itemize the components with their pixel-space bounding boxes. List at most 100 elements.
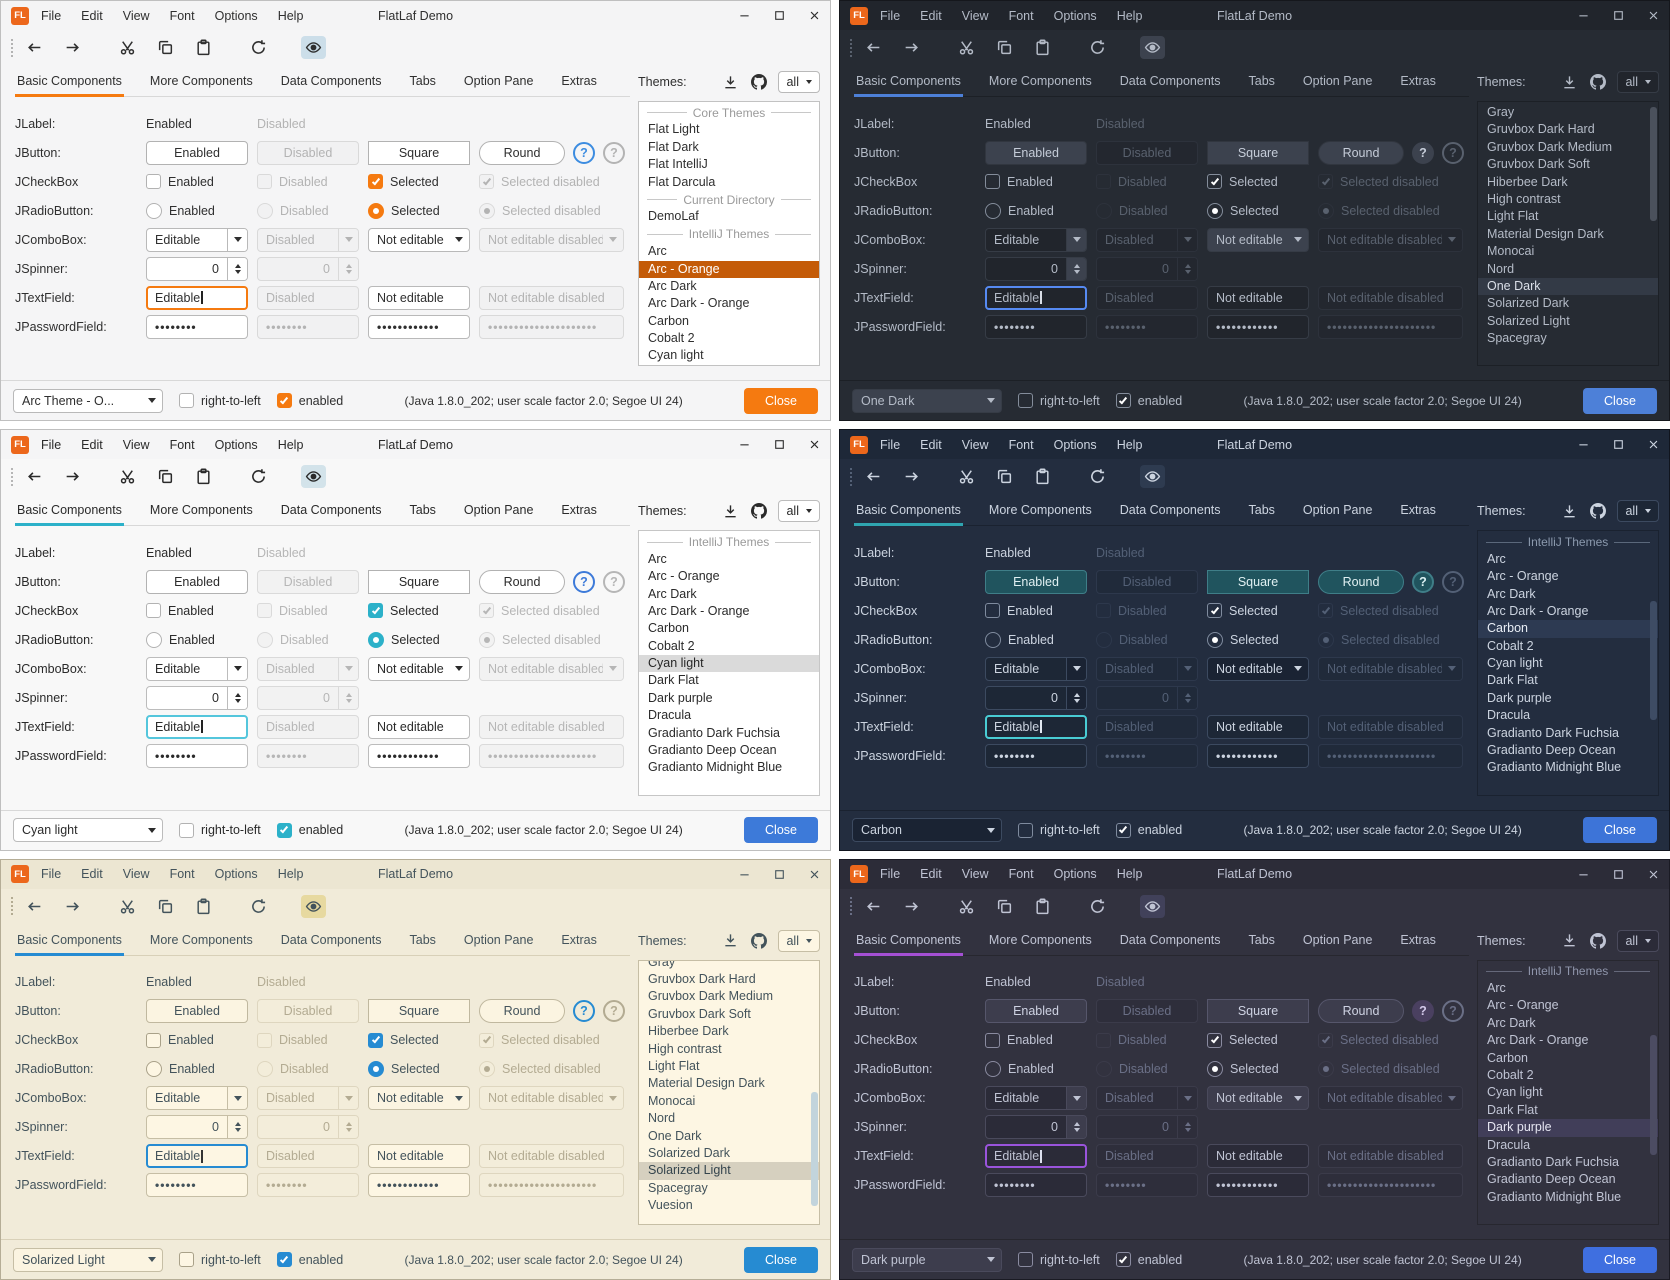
spinner[interactable]: 0 <box>985 685 1087 710</box>
menu-edit[interactable]: Edit <box>81 8 103 23</box>
tab-option-pane[interactable]: Option Pane <box>463 74 534 88</box>
square-button[interactable]: Square <box>368 999 470 1024</box>
enabled-checkbox[interactable]: enabled <box>276 1252 343 1267</box>
close-icon[interactable] <box>809 10 820 21</box>
tab-basic-components[interactable]: Basic Components <box>15 69 124 97</box>
theme-list-item[interactable]: Gradianto Deep Ocean <box>1487 1172 1616 1187</box>
textfield-editable[interactable]: Editable <box>146 1144 248 1169</box>
copy-button[interactable] <box>153 465 178 488</box>
paste-button[interactable] <box>1030 465 1055 488</box>
menu-options[interactable]: Options <box>1053 867 1097 882</box>
theme-list[interactable]: IntelliJ Themes Arc Arc - Orange Arc Dark Ar… <box>1477 530 1659 796</box>
menu-font[interactable]: Font <box>169 867 195 882</box>
theme-list-item[interactable]: Arc <box>648 244 667 259</box>
tab-data-components[interactable]: Data Components <box>1119 503 1221 518</box>
cut-button[interactable] <box>954 895 979 918</box>
theme-filter-select[interactable]: all <box>1617 929 1659 952</box>
theme-list-item[interactable]: Spacegray <box>648 1180 708 1195</box>
theme-list-item[interactable]: Dark purple <box>648 690 713 705</box>
spinner[interactable]: 0 <box>146 1115 248 1140</box>
combobox-not-editable[interactable]: Not editable <box>368 1086 470 1111</box>
theme-list-item[interactable]: Arc - Orange <box>1487 998 1559 1013</box>
enabled-checkbox[interactable]: enabled <box>1115 822 1182 838</box>
radio-enabled[interactable]: Enabled <box>146 1061 215 1078</box>
menu-file[interactable]: File <box>41 867 62 882</box>
cut-button[interactable] <box>115 465 140 488</box>
refresh-button[interactable] <box>1085 465 1110 488</box>
forward-button[interactable] <box>60 465 85 488</box>
close-button[interactable]: Close <box>1583 1246 1657 1273</box>
back-button[interactable] <box>22 36 47 59</box>
download-button[interactable] <box>721 931 740 950</box>
theme-list-item[interactable]: Gray <box>648 959 676 969</box>
enabled-button[interactable]: Enabled <box>985 569 1087 594</box>
square-button[interactable]: Square <box>368 140 470 165</box>
theme-list-item[interactable]: Arc <box>1487 551 1506 566</box>
disabled-button[interactable]: Disabled <box>1096 569 1198 594</box>
menu-edit[interactable]: Edit <box>920 437 942 452</box>
tab-option-pane[interactable]: Option Pane <box>463 503 534 518</box>
minimize-button[interactable] <box>739 10 750 21</box>
checkbox-selected[interactable]: Selected <box>1207 174 1278 189</box>
theme-list-item[interactable]: Arc - Orange <box>648 569 720 584</box>
theme-combobox[interactable]: Carbon <box>852 818 1002 843</box>
theme-list-item[interactable]: Solarized Dark <box>648 1145 730 1160</box>
menu-view[interactable]: View <box>122 437 150 452</box>
close-icon[interactable] <box>809 869 820 880</box>
help-button[interactable]: ? <box>1412 1000 1434 1023</box>
maximize-button[interactable] <box>1613 10 1624 21</box>
theme-list-item[interactable]: Arc - Orange <box>1487 569 1559 584</box>
theme-list-item[interactable]: Arc Dark - Orange <box>648 296 750 311</box>
tab-data-components[interactable]: Data Components <box>280 74 382 88</box>
right-to-left-checkbox[interactable]: right-to-left <box>1018 393 1100 409</box>
disabled-button[interactable]: Disabled <box>257 140 359 165</box>
back-button[interactable] <box>861 465 886 488</box>
password-field[interactable]: •••••••• <box>146 743 248 768</box>
menu-font[interactable]: Font <box>1008 437 1034 452</box>
theme-list-item[interactable]: Dark Flat <box>1487 1102 1538 1117</box>
menu-font[interactable]: Font <box>1008 867 1034 882</box>
maximize-button[interactable] <box>774 439 785 450</box>
tab-basic-components[interactable]: Basic Components <box>854 928 963 956</box>
minimize-button[interactable] <box>1578 869 1589 880</box>
theme-list-item[interactable]: Gruvbox Dark Hard <box>648 972 756 987</box>
theme-list-item[interactable]: Arc <box>1487 981 1506 996</box>
tab-more-components[interactable]: More Components <box>149 932 253 947</box>
theme-filter-select[interactable]: all <box>778 929 820 952</box>
scrollbar[interactable] <box>1650 104 1657 363</box>
square-button[interactable]: Square <box>368 569 470 594</box>
show-hidden-button[interactable] <box>301 894 326 918</box>
round-button[interactable]: Round <box>1318 569 1404 594</box>
checkbox-enabled[interactable]: Enabled <box>985 1032 1053 1048</box>
refresh-button[interactable] <box>246 895 271 918</box>
checkbox-enabled[interactable]: Enabled <box>985 603 1053 619</box>
combobox-not-editable[interactable]: Not editable <box>1207 227 1309 252</box>
radio-selected[interactable]: Selected <box>368 631 440 648</box>
theme-list-item[interactable]: Gradianto Deep Ocean <box>1487 743 1616 758</box>
password-field[interactable]: •••••••• <box>985 743 1087 768</box>
round-button[interactable]: Round <box>479 140 565 165</box>
theme-list-item[interactable]: Cyan light <box>648 348 704 363</box>
paste-button[interactable] <box>1030 36 1055 59</box>
tab-option-pane[interactable]: Option Pane <box>1302 74 1373 88</box>
back-button[interactable] <box>861 36 886 59</box>
radio-enabled[interactable]: Enabled <box>985 631 1054 648</box>
maximize-button[interactable] <box>774 869 785 880</box>
theme-list-item[interactable]: Cyan light <box>639 655 819 673</box>
minimize-button[interactable] <box>1578 10 1589 21</box>
square-button[interactable]: Square <box>1207 140 1309 165</box>
menu-edit[interactable]: Edit <box>81 437 103 452</box>
theme-filter-select[interactable]: all <box>778 500 820 523</box>
menu-view[interactable]: View <box>122 8 150 23</box>
paste-button[interactable] <box>191 895 216 918</box>
tab-tabs[interactable]: Tabs <box>1248 503 1275 518</box>
github-button[interactable] <box>1588 931 1608 951</box>
disabled-button[interactable]: Disabled <box>257 569 359 594</box>
theme-list-item[interactable]: Cobalt 2 <box>1487 638 1534 653</box>
theme-list-item[interactable]: Nord <box>648 1111 676 1126</box>
theme-list-item[interactable]: Arc Dark - Orange <box>1487 603 1589 618</box>
cut-button[interactable] <box>954 36 979 59</box>
close-button[interactable]: Close <box>1583 817 1657 844</box>
theme-list-item[interactable]: Carbon <box>1478 620 1658 638</box>
round-button[interactable]: Round <box>1318 999 1404 1024</box>
